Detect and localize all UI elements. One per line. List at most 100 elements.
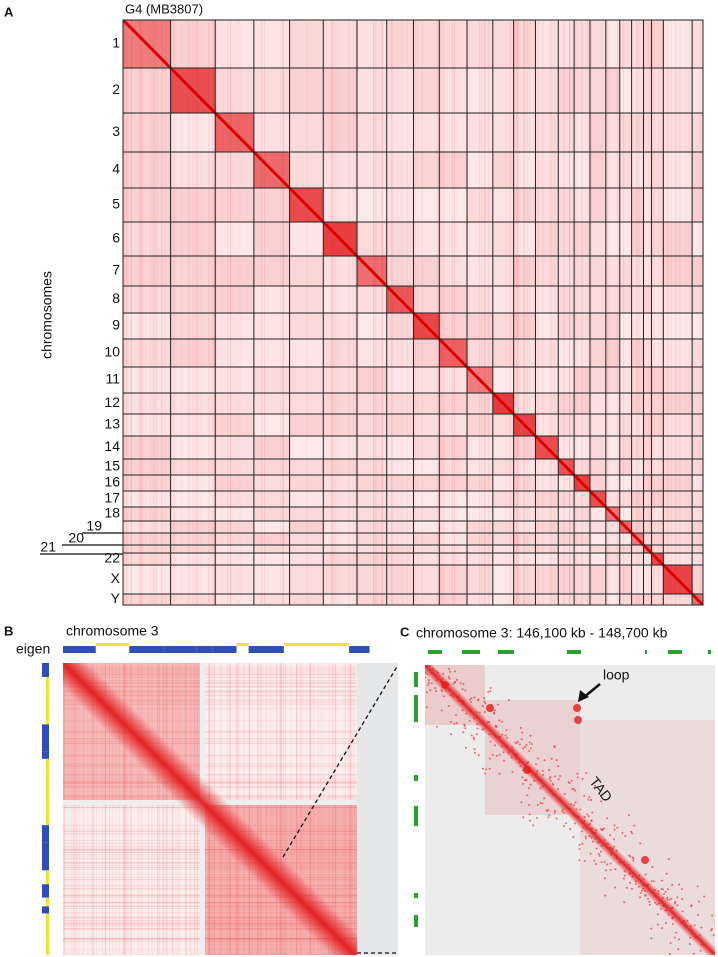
trans-block — [215, 533, 254, 545]
trans-block — [289, 256, 324, 286]
panel-label: C — [400, 624, 410, 639]
eigen-bar — [63, 646, 96, 653]
dot — [523, 766, 531, 774]
contact — [555, 817, 558, 820]
trans-block — [619, 339, 632, 367]
trans-block — [413, 521, 440, 533]
trans-block — [323, 339, 357, 367]
contact — [609, 868, 612, 871]
trans-block — [692, 188, 703, 222]
trans-block — [170, 553, 216, 565]
contact — [461, 688, 464, 691]
trans-block — [535, 286, 559, 313]
trans-block — [253, 491, 290, 507]
trans-block — [605, 152, 620, 188]
contact — [572, 836, 575, 839]
trans-block — [605, 436, 620, 459]
contact — [518, 743, 521, 746]
contact — [692, 952, 695, 955]
chromosome-label: 14 — [104, 438, 120, 454]
trans-block — [605, 565, 620, 594]
gene — [414, 806, 418, 826]
contact — [676, 904, 679, 907]
contact — [462, 683, 465, 686]
trans-block — [356, 545, 387, 553]
contact — [550, 757, 553, 760]
contact — [425, 676, 427, 679]
trans-block — [574, 113, 590, 152]
trans-block — [356, 594, 387, 605]
track-label: eigen — [16, 641, 50, 657]
trans-block — [513, 553, 536, 565]
trans-block — [467, 113, 493, 152]
trans-block — [439, 475, 468, 491]
contact — [590, 798, 593, 801]
contact — [448, 655, 450, 657]
trans-block — [467, 565, 493, 594]
trans-block — [513, 507, 536, 521]
diagonal — [252, 150, 291, 190]
contact — [664, 921, 667, 924]
contact — [501, 720, 504, 723]
trans-block — [643, 367, 652, 393]
trans-block — [651, 20, 664, 68]
trans-block — [356, 521, 387, 533]
diagonal-band — [63, 663, 357, 955]
trans-block — [605, 459, 620, 475]
trans-block — [413, 339, 440, 367]
trans-block — [651, 313, 664, 339]
gene — [414, 775, 418, 781]
trans-block — [492, 20, 514, 68]
contact — [667, 858, 670, 861]
trans-block — [215, 545, 254, 553]
contact — [597, 852, 600, 855]
trans-block — [323, 459, 357, 475]
trans-block — [413, 475, 440, 491]
chromosome-label: 4 — [112, 161, 120, 177]
panel-label: A — [4, 4, 14, 19]
trans-block — [413, 533, 440, 545]
trans-block — [692, 367, 703, 393]
contact — [448, 667, 451, 670]
contact — [594, 784, 597, 787]
trans-block — [289, 459, 324, 475]
trans-block — [289, 113, 324, 152]
contact — [475, 733, 478, 736]
trans-block — [215, 188, 254, 222]
trans-block — [605, 188, 620, 222]
trans-block — [619, 68, 632, 113]
trans-block — [663, 113, 693, 152]
trans-block — [574, 313, 590, 339]
trans-block — [513, 188, 536, 222]
trans-block — [356, 553, 387, 565]
chromosome-label: 6 — [112, 230, 120, 246]
contact — [613, 824, 616, 827]
trans-block — [631, 20, 644, 68]
trans-block — [619, 553, 632, 565]
trans-block — [631, 68, 644, 113]
trans-block — [215, 594, 254, 605]
chromosome-label: 17 — [104, 490, 120, 506]
contact — [520, 801, 523, 804]
contact — [585, 772, 588, 775]
chromosome-label: 16 — [104, 474, 120, 490]
chromosome-label: 2 — [112, 81, 120, 97]
trans-block — [323, 545, 357, 553]
trans-block — [323, 256, 357, 286]
contact — [473, 748, 476, 751]
contact — [434, 662, 436, 664]
contact — [688, 943, 691, 946]
contact — [630, 887, 633, 890]
trans-block — [589, 436, 606, 459]
trans-block — [123, 256, 171, 286]
trans-block — [663, 188, 693, 222]
contact — [569, 827, 572, 830]
trans-block — [492, 256, 514, 286]
contact — [564, 822, 567, 825]
trans-block — [356, 436, 387, 459]
contact — [664, 890, 667, 893]
trans-block — [253, 188, 290, 222]
trans-block — [467, 545, 493, 553]
trans-block — [386, 553, 414, 565]
contact — [557, 778, 560, 781]
